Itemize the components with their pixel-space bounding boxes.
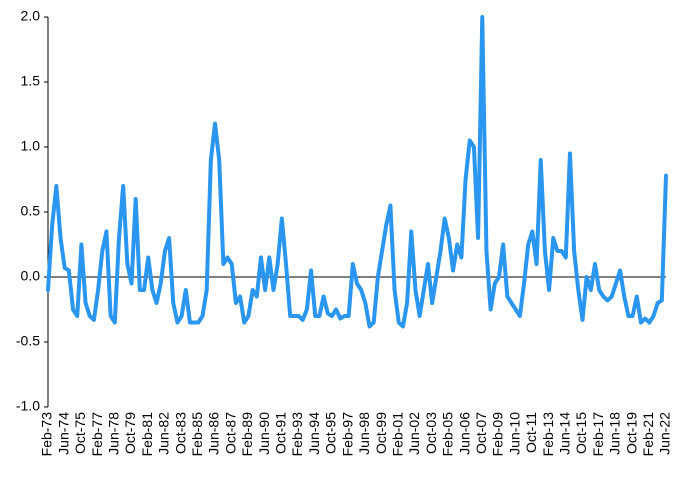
x-tick-label: Jun-06 [456,412,472,455]
x-tick-label: Feb-13 [540,412,556,457]
x-tick-label: Feb-73 [39,412,55,457]
data-line [46,15,668,329]
y-tick-label: 1.0 [21,138,41,154]
x-tick-label: Jun-10 [506,412,522,455]
x-tick-label: Feb-09 [490,412,506,457]
x-tick-label: Feb-89 [239,412,255,457]
x-tick-label: Feb-05 [440,412,456,457]
x-tick-label: Oct-19 [623,412,639,454]
x-tick-label: Jun-14 [556,412,572,455]
x-tick-label: Oct-99 [373,412,389,454]
x-tick-label: Oct-07 [473,412,489,454]
y-tick-label: 0.5 [21,203,41,219]
x-tick-label: Oct-91 [273,412,289,454]
x-tick-label: Feb-21 [640,412,656,457]
x-tick-label: Feb-81 [139,412,155,457]
x-tick-label: Oct-95 [323,412,339,454]
x-tick-label: Feb-77 [89,412,105,457]
x-tick-label: Jun-94 [306,412,322,455]
x-tick-label: Oct-15 [573,412,589,454]
x-tick-label: Feb-17 [590,412,606,457]
x-tick-label: Jun-22 [657,412,673,455]
x-tick-label: Jun-02 [406,412,422,455]
x-tick-label: Feb-93 [289,412,305,457]
x-tick-label: Jun-90 [256,412,272,455]
x-tick-label: Jun-78 [106,412,122,455]
x-tick-label: Feb-97 [339,412,355,457]
x-tick-label: Feb-01 [389,412,405,457]
x-tick-label: Oct-87 [222,412,238,454]
x-tick-label: Jun-98 [356,412,372,455]
x-tick-label: Feb-85 [189,412,205,457]
x-tick-label: Oct-79 [122,412,138,454]
x-tick-label: Oct-75 [72,412,88,454]
x-tick-label: Oct-03 [423,412,439,454]
x-tick-label: Oct-83 [172,412,188,454]
x-tick-label: Oct-11 [523,412,539,453]
y-tick-label: 0.0 [21,268,41,284]
x-tick-label: Jun-18 [607,412,623,455]
y-tick-label: 2.0 [21,8,41,24]
x-tick-label: Jun-82 [156,412,172,455]
y-tick-label: -1.0 [16,398,40,414]
x-tick-label: Jun-86 [206,412,222,455]
x-tick-label: Jun-74 [55,412,71,455]
y-tick-label: -0.5 [16,333,40,349]
y-tick-label: 1.5 [21,73,41,89]
